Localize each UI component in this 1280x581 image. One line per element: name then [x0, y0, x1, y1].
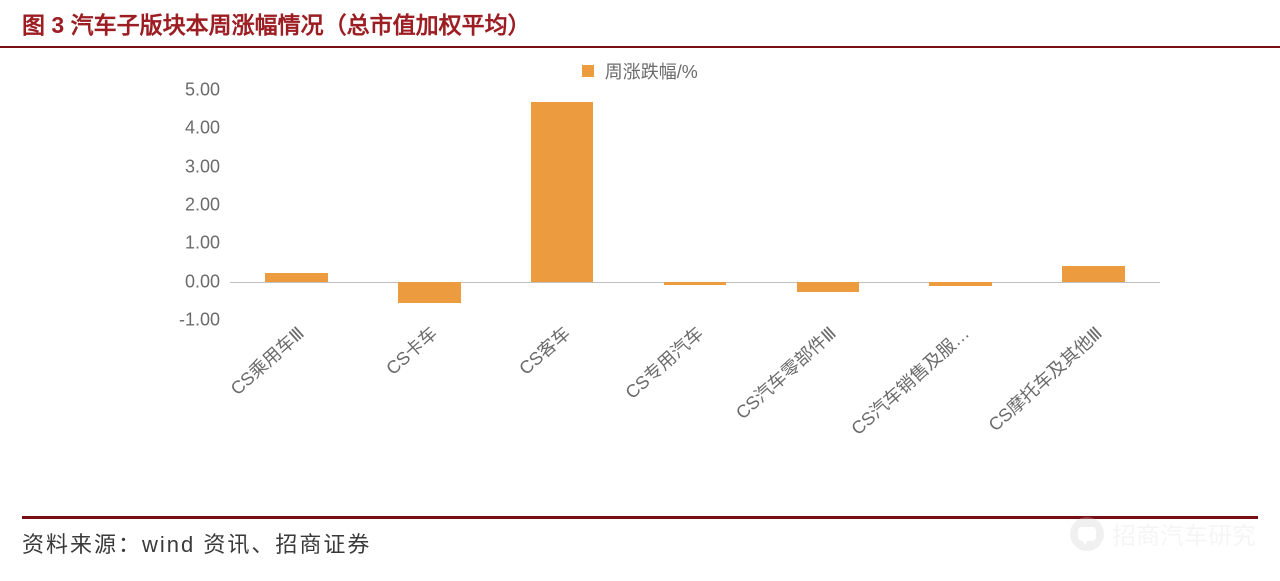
- bar: [398, 282, 460, 303]
- x-axis-labels: CS乘用车ⅢCS卡车CS客车CS专用汽车CS汽车零部件ⅢCS汽车销售及服…CS摩…: [230, 320, 1160, 510]
- y-tick-label: 1.00: [160, 233, 220, 254]
- legend: 周涨跌幅/%: [50, 48, 1230, 90]
- y-tick-label: 3.00: [160, 156, 220, 177]
- x-tick-label: CS摩托车及其他Ⅲ: [981, 320, 1106, 437]
- figure-title: 图 3 汽车子版块本周涨幅情况（总市值加权平均）: [22, 12, 531, 38]
- wechat-icon: [1070, 517, 1104, 551]
- x-tick-label: CS专用汽车: [619, 320, 708, 404]
- x-tick-label: CS汽车零部件Ⅲ: [729, 320, 841, 425]
- figure-title-bar: 图 3 汽车子版块本周涨幅情况（总市值加权平均）: [0, 0, 1280, 48]
- source-citation: 资料来源：wind 资讯、招商证券: [22, 527, 371, 559]
- legend-swatch: [582, 65, 594, 77]
- y-tick-label: 4.00: [160, 118, 220, 139]
- bar: [265, 273, 327, 281]
- y-tick-label: 0.00: [160, 271, 220, 292]
- watermark: 招商汽车研究: [1070, 516, 1256, 551]
- y-tick-label: 5.00: [160, 80, 220, 101]
- bar: [929, 282, 991, 287]
- bar: [531, 102, 593, 282]
- watermark-text: 招商汽车研究: [1112, 516, 1256, 551]
- wechat-bubble-icon: [1078, 527, 1096, 541]
- chart-container: 周涨跌幅/% -1.000.001.002.003.004.005.00 CS乘…: [50, 48, 1230, 510]
- bar: [1062, 266, 1124, 282]
- bottom-divider: [22, 516, 1258, 519]
- bar: [664, 282, 726, 286]
- y-tick-label: 2.00: [160, 195, 220, 216]
- plot-area: -1.000.001.002.003.004.005.00: [230, 90, 1160, 320]
- bar: [797, 282, 859, 293]
- x-tick-label: CS卡车: [380, 320, 443, 380]
- legend-label: 周涨跌幅/%: [605, 62, 698, 82]
- x-tick-label: CS客车: [513, 320, 576, 380]
- x-tick-label: CS乘用车Ⅲ: [224, 320, 309, 400]
- x-tick-label: CS汽车销售及服…: [844, 320, 974, 440]
- y-tick-label: -1.00: [160, 310, 220, 331]
